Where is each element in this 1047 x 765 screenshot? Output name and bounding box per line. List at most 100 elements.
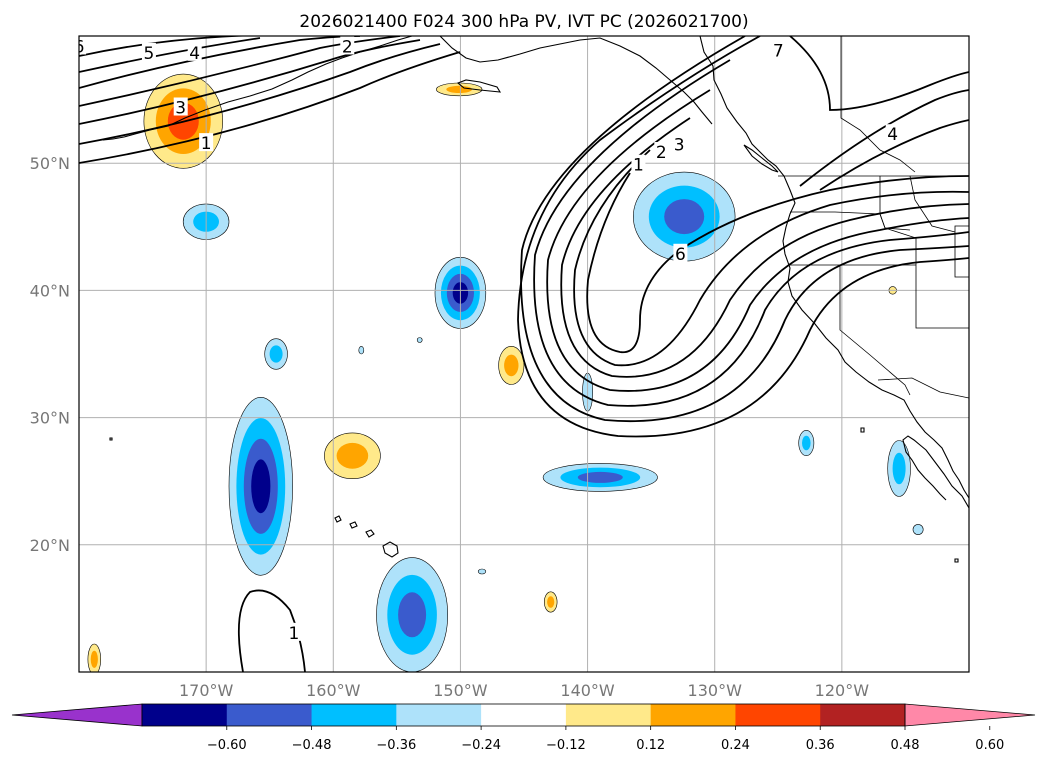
hawaii-island-oahu: [349, 521, 358, 529]
longitude-axis: 170°W 160°W 150°W 140°W 130°W 120°W: [179, 681, 869, 700]
pv-feature-17: [358, 346, 365, 355]
graticule: [79, 36, 969, 672]
colorbar-tick-label: −0.60: [207, 738, 247, 753]
pv-level-0.24: [269, 345, 283, 363]
lon-tick-label: 120°W: [815, 681, 870, 700]
contour-label: 7: [773, 41, 784, 61]
hawaii-island-kauai: [334, 515, 342, 523]
pv-level-0.12: [477, 568, 487, 575]
island-alaska-coast: [456, 79, 502, 93]
coastline-baja: [902, 435, 969, 509]
map-background: [79, 36, 969, 672]
contour-label: 6: [74, 37, 85, 57]
colorbar-segment: [311, 704, 397, 726]
pv-feature-1: [436, 82, 483, 97]
pv-feature-15: [87, 643, 101, 672]
coastline-north-america: [699, 36, 969, 499]
island-guadalupe: [860, 427, 865, 433]
pv-feature-3: [264, 338, 288, 370]
contour-label-bg: [173, 97, 188, 116]
colorbar-segment: [820, 704, 906, 726]
lat-tick-label: 50°N: [30, 154, 70, 173]
contour-label: 1: [633, 156, 644, 176]
contour-label-bg: [199, 133, 214, 152]
colorbar-segment: [226, 704, 313, 726]
border-nevada-utah: [915, 265, 969, 329]
lat-tick-label: 40°N: [30, 281, 70, 300]
pc-contour-east-4: [819, 119, 969, 191]
pc-contour-nw-0: [79, 51, 461, 164]
pc-contour-trough-5: [533, 59, 969, 407]
pc-contour-nw-5: [79, 37, 261, 73]
pv-feature-7: [632, 171, 736, 262]
colorbar-tick-label: 0.24: [721, 738, 750, 753]
contour-label-bg: [631, 154, 646, 173]
colorbar-tick-label: −0.12: [546, 738, 586, 753]
pc-contour-nw-3: [79, 36, 401, 107]
pv-level-0.24: [504, 354, 519, 377]
pv-feature-11: [376, 557, 448, 672]
contour-label: 1: [288, 624, 299, 644]
contour-label-bg: [885, 124, 900, 143]
contour-label: 4: [887, 125, 898, 145]
contour-label: 1: [201, 134, 212, 154]
contour-label-bg: [187, 42, 202, 61]
pv-feature-8: [228, 396, 293, 576]
pc-contour-trough-3: [560, 117, 969, 378]
pc-contour-trough-7: [517, 36, 969, 438]
border-nevada-california: [839, 265, 911, 396]
contour-label: 2: [656, 143, 667, 163]
colorbar: −0.60 −0.48 −0.36 −0.24 −0.12 0.12 0.24 0.36 0.4…: [11, 703, 1036, 753]
pv-feature-18: [416, 337, 423, 343]
ivt-pc-contours: [79, 36, 969, 672]
pv-feature-10: [542, 463, 658, 492]
colorbar-extend-min: [11, 703, 143, 727]
pc-contour-trough-2: [573, 149, 969, 367]
colorbar-segment: [396, 704, 482, 726]
lon-tick-label: 130°W: [688, 681, 743, 700]
lon-tick-label: 160°W: [306, 681, 361, 700]
chart-title: 2026021400 F024 300 hPa PV, IVT PC (2026…: [299, 12, 748, 32]
colorbar-segment: [650, 704, 736, 726]
contour-label-bg: [672, 134, 687, 153]
lat-tick-label: 20°N: [30, 536, 70, 555]
contour-label-bg: [673, 243, 688, 262]
contour-label: 4: [189, 44, 200, 64]
pc-contour-east-3: [799, 89, 969, 187]
contour-label: 3: [674, 135, 685, 155]
contour-label: 2: [342, 37, 353, 57]
pv-feature-9: [324, 432, 381, 479]
hawaii-island-maui: [365, 529, 375, 538]
pv-level-0.24: [892, 452, 906, 485]
pv-feature-5: [498, 345, 525, 385]
island-socorro: [954, 558, 959, 563]
contour-label: 5: [144, 44, 155, 64]
contour-label: 6: [675, 245, 686, 265]
lon-tick-label: 140°W: [560, 681, 615, 700]
border-montana: [909, 175, 956, 233]
pv-level-0.12: [912, 524, 924, 535]
pv-level-0.36: [398, 592, 427, 638]
colorbar-tick-label: −0.24: [461, 738, 501, 753]
colorbar-tick-label: 0.12: [636, 738, 665, 753]
border-alaska-canada: [840, 36, 916, 173]
colorbar-tick-label: 0.60: [975, 738, 1004, 753]
contour-label-bg: [771, 40, 786, 59]
coastline-vancouver-island: [743, 144, 779, 173]
pv-level-0.36: [664, 199, 705, 235]
hawaii-island-big: [382, 541, 399, 558]
pv-level-0.24: [90, 650, 98, 668]
contour-label-bg: [286, 622, 301, 641]
pc-contour-nw-6: [79, 36, 330, 57]
pc-contour-nw-2: [79, 39, 421, 125]
pc-contour-nw-4: [79, 36, 361, 89]
border-us-mexico: [877, 377, 969, 399]
colorbar-segment: [565, 704, 652, 726]
pc-contour-trough-4: [546, 89, 969, 392]
pc-contour-east-7: [789, 36, 969, 111]
contour-label: 3: [175, 99, 186, 119]
latitude-axis: 20°N 30°N 40°N 50°N: [30, 154, 70, 555]
pv-feature-19: [477, 568, 487, 575]
